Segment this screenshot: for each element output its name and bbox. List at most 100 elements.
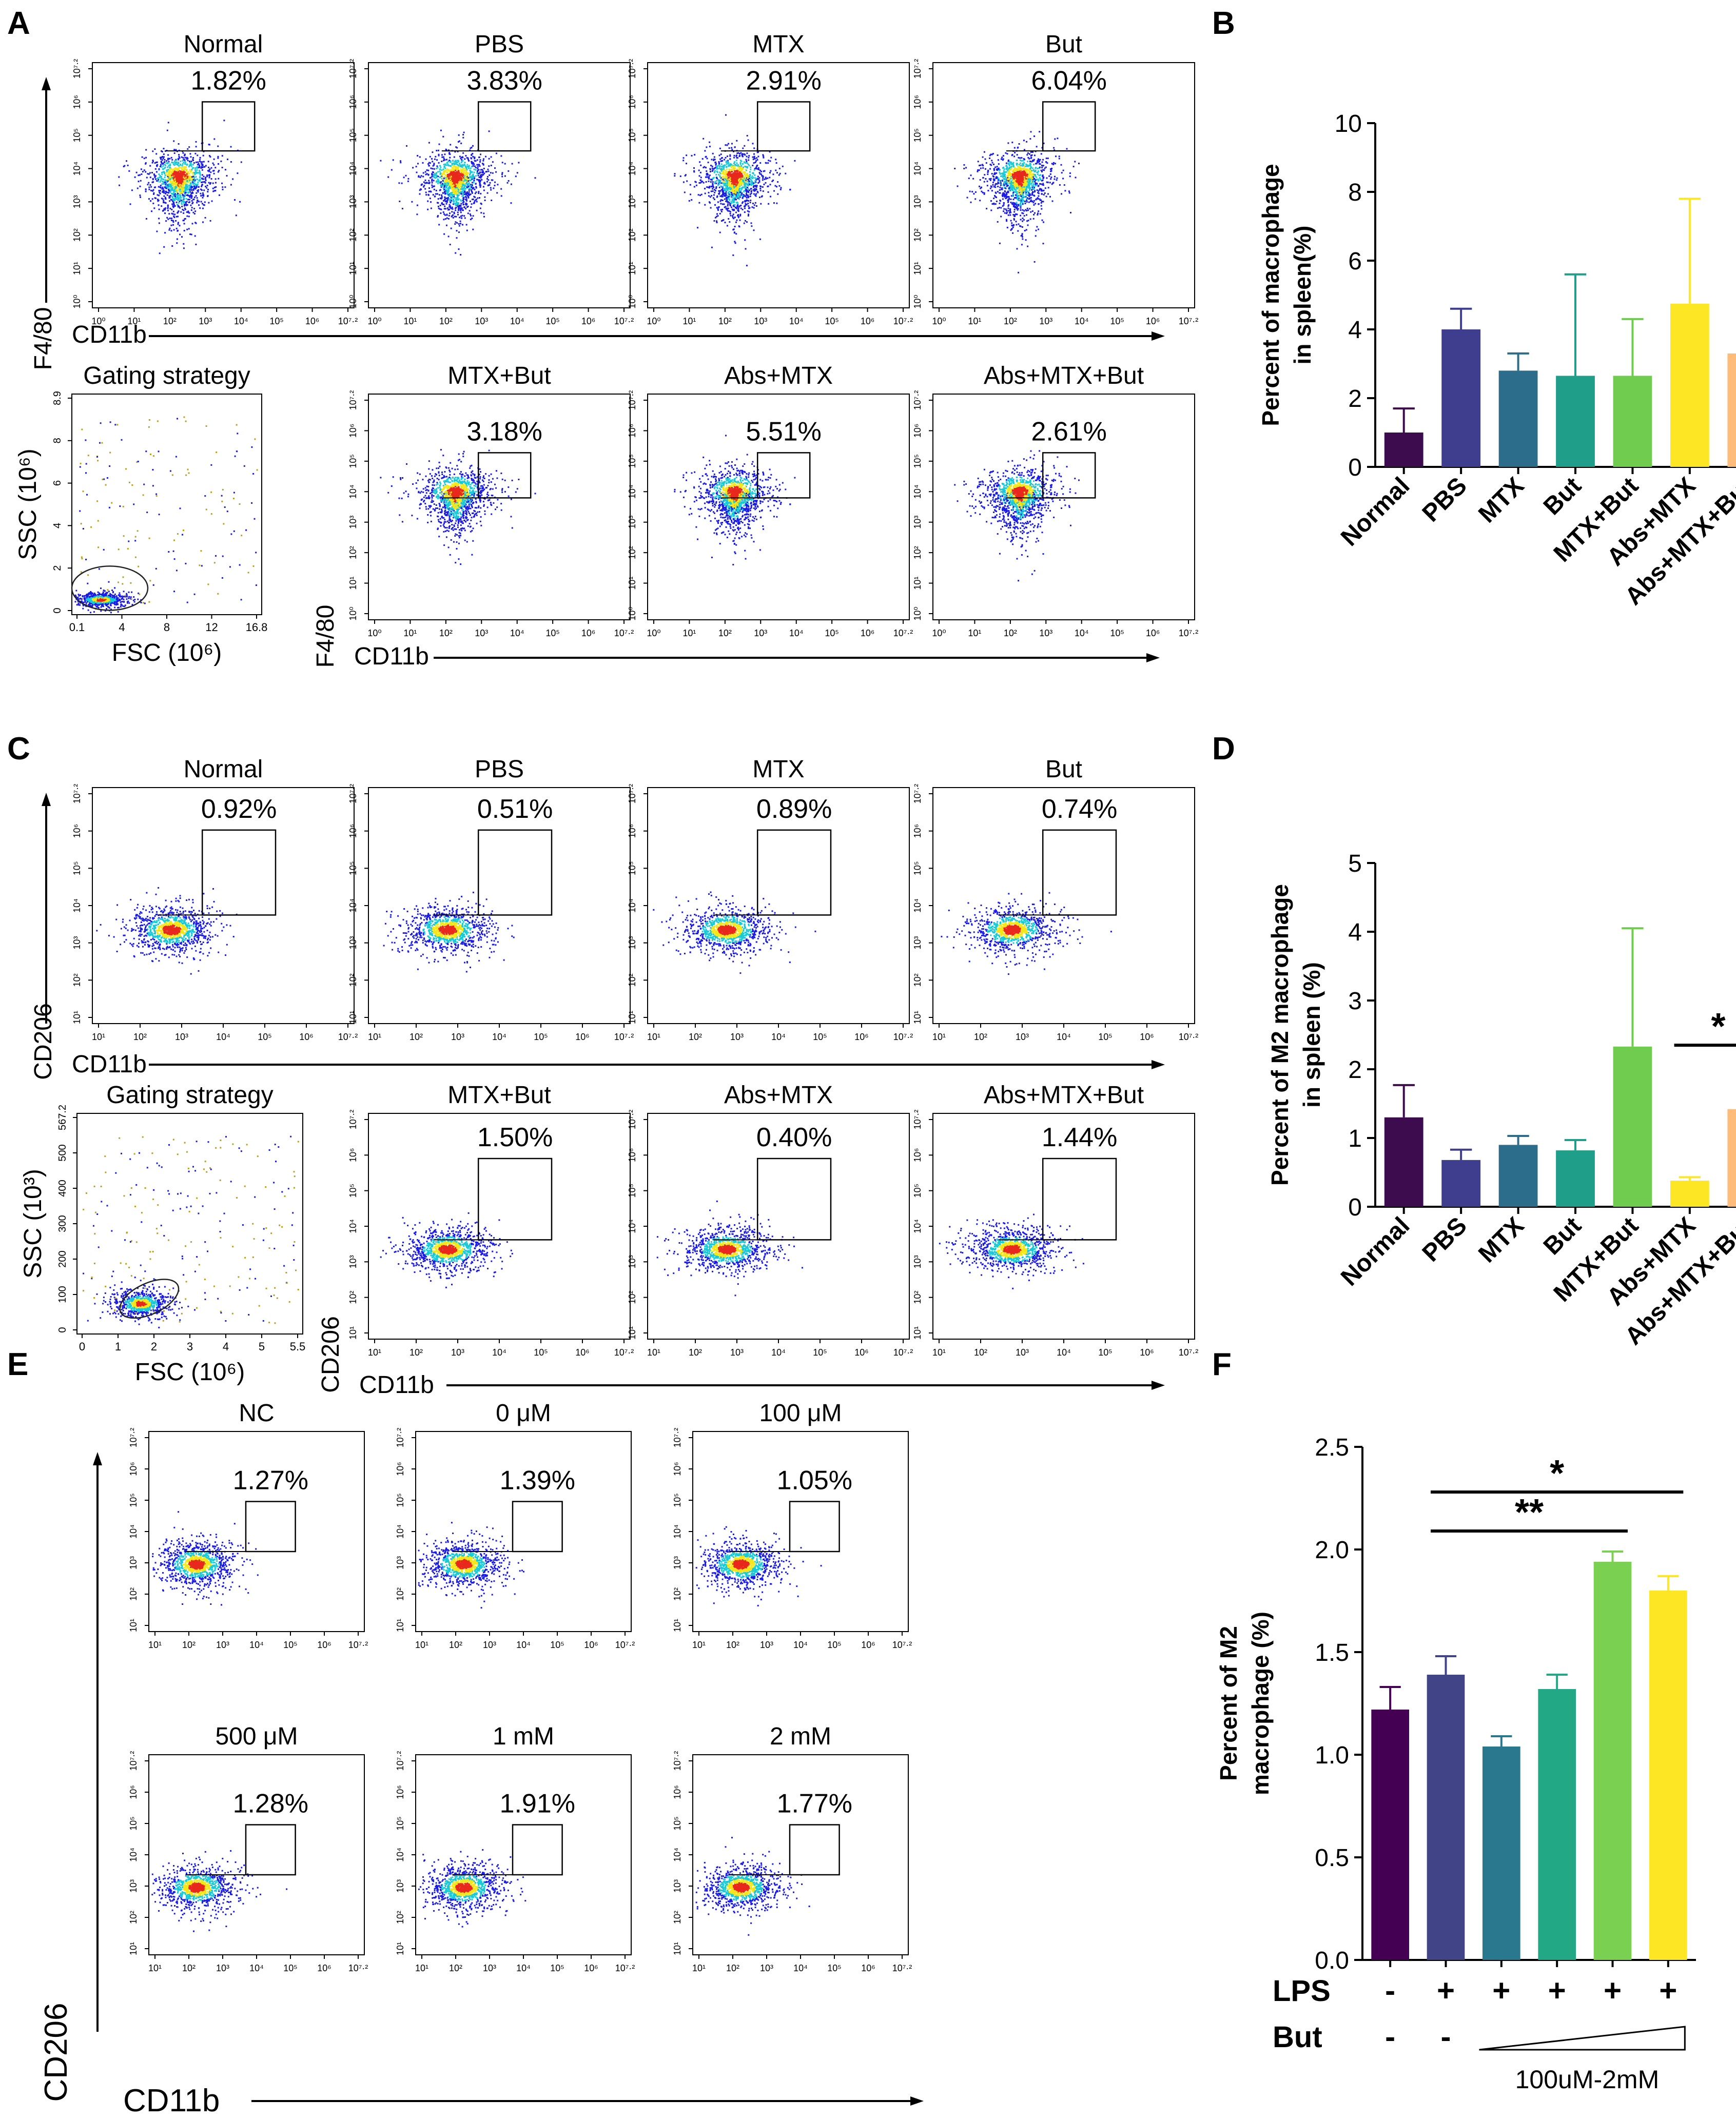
event-dot <box>176 162 178 163</box>
event-dot <box>201 184 203 186</box>
event-dot <box>164 159 165 161</box>
event-dot <box>187 199 189 201</box>
event-dot <box>208 202 209 204</box>
event-dot <box>194 153 196 154</box>
event-dot <box>170 199 172 201</box>
event-dot <box>127 165 129 166</box>
event-dot <box>200 195 202 197</box>
x-tick-label: 10³ <box>199 316 212 326</box>
event-dot <box>184 204 185 206</box>
event-dot <box>201 201 202 203</box>
event-dot <box>198 186 199 188</box>
event-dot <box>171 157 172 159</box>
event-dot <box>200 157 201 159</box>
event-dot <box>211 178 212 180</box>
event-dot <box>147 173 148 174</box>
event-dot <box>199 176 201 178</box>
event-dot <box>169 191 171 193</box>
event-dot <box>163 202 164 203</box>
event-dot <box>160 185 162 186</box>
event-dot <box>230 161 232 163</box>
event-dot <box>171 245 173 247</box>
event-dot <box>207 189 209 190</box>
event-dot <box>170 195 171 197</box>
event-dot <box>140 180 142 182</box>
event-dot <box>191 200 193 202</box>
event-dot <box>218 163 219 165</box>
event-dot <box>134 176 136 178</box>
event-dot <box>191 189 192 191</box>
event-dot <box>190 193 192 194</box>
event-dot <box>171 209 172 210</box>
event-dot <box>181 167 183 168</box>
event-dot <box>156 165 158 166</box>
event-dot <box>225 169 226 170</box>
event-dot <box>158 181 159 182</box>
event-dot <box>213 159 215 160</box>
event-dot <box>217 158 219 159</box>
event-dot <box>165 165 166 166</box>
event-dot <box>164 161 165 163</box>
event-dot <box>190 171 191 173</box>
event-dot <box>165 172 167 174</box>
event-dot <box>163 179 164 181</box>
event-dot <box>162 210 164 212</box>
event-dot <box>203 155 204 156</box>
event-dot <box>218 178 219 180</box>
event-dot <box>210 220 211 222</box>
event-dot <box>198 201 200 202</box>
event-dot <box>222 155 223 156</box>
event-dot <box>189 191 191 193</box>
event-dot <box>138 174 139 176</box>
event-dot <box>206 187 207 189</box>
event-dot <box>197 166 198 168</box>
event-dot <box>163 200 164 202</box>
event-dot <box>182 188 184 189</box>
event-dot <box>194 197 196 198</box>
event-dot <box>146 177 148 179</box>
event-dot <box>226 175 228 176</box>
event-dot <box>188 192 189 193</box>
event-dot <box>217 146 219 147</box>
event-dot <box>203 161 205 163</box>
panel-letter-B: B <box>1212 6 1235 41</box>
event-dot <box>145 171 146 172</box>
event-dot <box>157 162 158 163</box>
event-dot <box>187 160 189 161</box>
event-dot <box>152 198 153 200</box>
event-dot <box>192 164 194 165</box>
event-dot <box>241 162 242 163</box>
event-dot <box>179 156 180 158</box>
x-tick-label: 10² <box>163 316 177 326</box>
event-dot <box>180 164 181 165</box>
event-dot <box>200 173 201 175</box>
event-dot <box>183 162 184 163</box>
event-dot <box>191 234 192 236</box>
event-dot <box>205 180 207 181</box>
event-dot <box>154 148 155 150</box>
event-dot <box>202 174 203 175</box>
event-dot <box>164 167 165 169</box>
event-dot <box>191 207 193 208</box>
event-dot <box>156 171 158 173</box>
event-dot <box>174 168 176 170</box>
event-dot <box>163 153 165 155</box>
event-dot <box>205 176 206 178</box>
event-dot <box>192 167 193 169</box>
event-dot <box>223 120 225 121</box>
event-dot <box>167 166 168 168</box>
event-dot <box>202 178 203 180</box>
event-dot <box>186 198 187 200</box>
event-dot <box>160 190 161 191</box>
event-dot <box>210 171 211 173</box>
event-dot <box>148 182 149 184</box>
event-dot <box>192 174 194 176</box>
event-dot <box>139 194 141 196</box>
y-tick-label: 10⁵ <box>72 128 82 142</box>
event-dot <box>167 194 168 196</box>
event-dot <box>167 158 169 160</box>
event-dot <box>171 187 173 189</box>
event-dot <box>168 213 170 214</box>
y-tick-label: 10⁷·² <box>72 59 82 79</box>
event-dot <box>158 218 160 219</box>
